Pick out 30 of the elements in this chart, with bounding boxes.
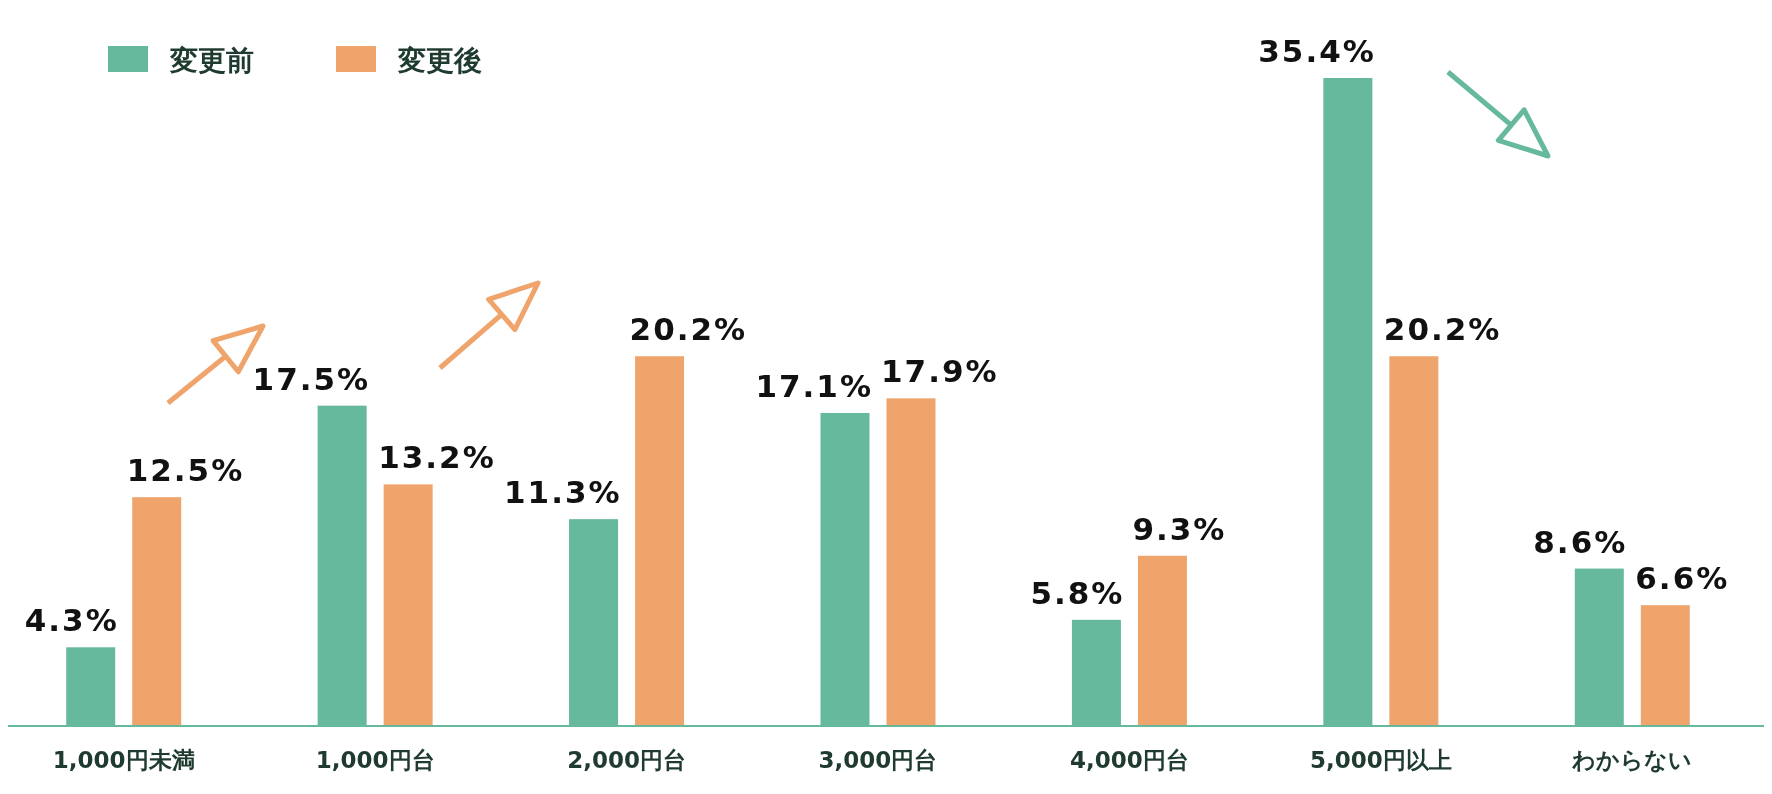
data-label: 12.5% (126, 452, 245, 489)
data-label: 9.3% (1132, 510, 1227, 547)
bar (635, 356, 685, 726)
bar (132, 497, 182, 726)
x-tick-label: 1,000円未満 (52, 747, 195, 773)
x-tick-label: 4,000円台 (1070, 747, 1189, 773)
x-tick-label: わからない (1571, 747, 1693, 773)
bar (886, 398, 936, 726)
bar (1640, 605, 1690, 726)
legend-label: 変更後 (397, 44, 482, 77)
legend-label: 変更前 (169, 44, 254, 77)
data-label: 13.2% (378, 439, 496, 476)
data-label: 35.4% (1258, 33, 1376, 69)
bar (1389, 356, 1439, 726)
data-label: 4.3% (24, 602, 119, 639)
data-label: 20.2% (1383, 311, 1502, 348)
bar (1137, 555, 1187, 726)
x-tick-label: 5,000円以上 (1309, 747, 1452, 773)
data-label: 17.5% (252, 360, 371, 397)
data-label: 20.2% (629, 311, 748, 348)
data-label: 17.1% (755, 367, 873, 404)
data-label: 6.6% (1635, 560, 1730, 597)
x-tick-label: 2,000円台 (567, 747, 686, 773)
data-label: 11.3% (504, 474, 622, 511)
x-tick-label: 3,000円台 (818, 747, 938, 773)
x-tick-label: 1,000円台 (315, 747, 435, 773)
data-label: 17.9% (881, 353, 999, 390)
data-label: 5.8% (1030, 574, 1125, 611)
bar (383, 484, 433, 726)
data-label: 8.6% (1533, 523, 1628, 560)
